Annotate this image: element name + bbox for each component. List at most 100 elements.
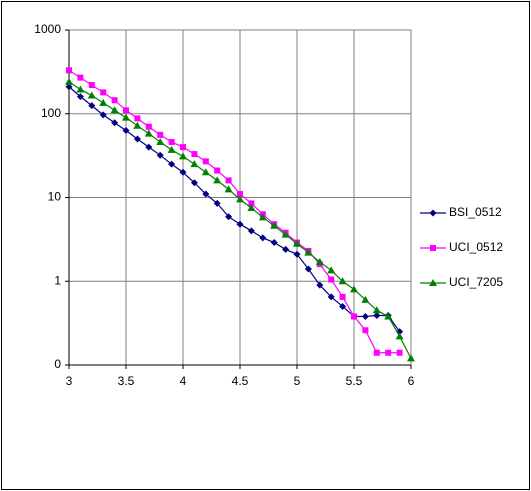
legend-label: UCI_7205 — [449, 275, 503, 289]
marker — [338, 277, 347, 285]
marker — [190, 160, 199, 168]
marker — [395, 332, 404, 340]
marker — [258, 213, 267, 221]
y-tick-label: 100 — [41, 106, 61, 120]
marker — [327, 293, 335, 301]
marker — [384, 312, 393, 320]
marker — [179, 168, 187, 176]
marker — [133, 135, 141, 143]
marker — [144, 129, 153, 137]
marker — [293, 250, 301, 258]
marker — [396, 349, 403, 356]
marker — [76, 93, 84, 101]
marker — [316, 281, 324, 289]
y-tick-label: 1000 — [34, 22, 61, 36]
marker — [122, 113, 130, 121]
x-tick-label: 5 — [294, 374, 301, 388]
marker — [351, 313, 357, 320]
marker — [123, 107, 129, 114]
marker — [110, 106, 119, 114]
marker — [328, 276, 335, 283]
legend-marker — [429, 209, 437, 217]
marker — [213, 176, 222, 184]
x-tick-label: 6 — [408, 374, 415, 388]
marker — [350, 285, 358, 293]
marker — [87, 91, 96, 99]
marker — [373, 349, 380, 356]
marker — [259, 234, 267, 242]
marker — [133, 121, 142, 129]
marker — [88, 82, 95, 89]
marker — [99, 111, 107, 119]
marker — [202, 158, 209, 165]
marker — [66, 67, 72, 74]
x-tick-label: 3.5 — [118, 374, 135, 388]
marker — [167, 145, 176, 153]
marker — [236, 195, 244, 203]
marker — [247, 203, 256, 211]
marker — [236, 220, 244, 228]
y-tick-label: 0 — [54, 357, 61, 371]
marker — [281, 230, 290, 238]
x-tick-label: 5.5 — [346, 374, 363, 388]
marker — [145, 123, 152, 130]
legend-label: BSI_0512 — [449, 205, 502, 219]
marker — [156, 151, 164, 159]
marker — [157, 131, 164, 138]
marker — [362, 327, 369, 334]
marker — [201, 168, 210, 176]
marker — [65, 77, 73, 85]
marker — [248, 200, 255, 207]
marker — [180, 144, 186, 151]
marker — [122, 127, 130, 135]
marker — [145, 143, 153, 151]
marker — [179, 152, 187, 160]
marker — [111, 97, 118, 104]
marker — [361, 295, 370, 303]
legend-marker — [429, 279, 437, 286]
marker — [339, 293, 346, 300]
marker — [191, 151, 198, 158]
marker — [315, 257, 324, 265]
marker — [385, 349, 392, 356]
marker — [224, 185, 233, 193]
legend-marker — [430, 245, 436, 251]
marker — [407, 354, 415, 362]
marker — [134, 115, 141, 122]
marker — [361, 312, 369, 320]
marker — [214, 167, 221, 174]
marker — [270, 239, 278, 247]
marker — [293, 239, 301, 247]
y-tick-label: 1 — [54, 273, 61, 287]
marker — [304, 248, 313, 256]
marker — [247, 227, 255, 235]
marker — [202, 190, 210, 198]
marker — [304, 265, 312, 273]
marker — [190, 179, 198, 187]
marker — [156, 137, 165, 145]
marker — [270, 221, 279, 229]
marker — [65, 83, 73, 91]
marker — [88, 102, 96, 110]
x-tick-label: 4 — [180, 374, 187, 388]
marker — [327, 266, 336, 274]
marker — [111, 119, 119, 127]
marker — [77, 74, 84, 81]
marker — [168, 138, 175, 145]
marker — [372, 306, 381, 314]
marker — [282, 245, 290, 253]
marker — [237, 191, 243, 198]
y-tick-label: 10 — [48, 190, 62, 204]
marker — [373, 311, 381, 319]
marker — [168, 160, 176, 168]
marker — [213, 199, 221, 207]
x-tick-label: 4.5 — [232, 374, 249, 388]
marker — [225, 177, 232, 184]
marker — [99, 98, 108, 106]
legend-label: UCI_0512 — [449, 240, 503, 254]
marker — [100, 89, 107, 96]
marker — [76, 85, 85, 93]
marker — [339, 302, 347, 310]
marker — [225, 213, 233, 221]
